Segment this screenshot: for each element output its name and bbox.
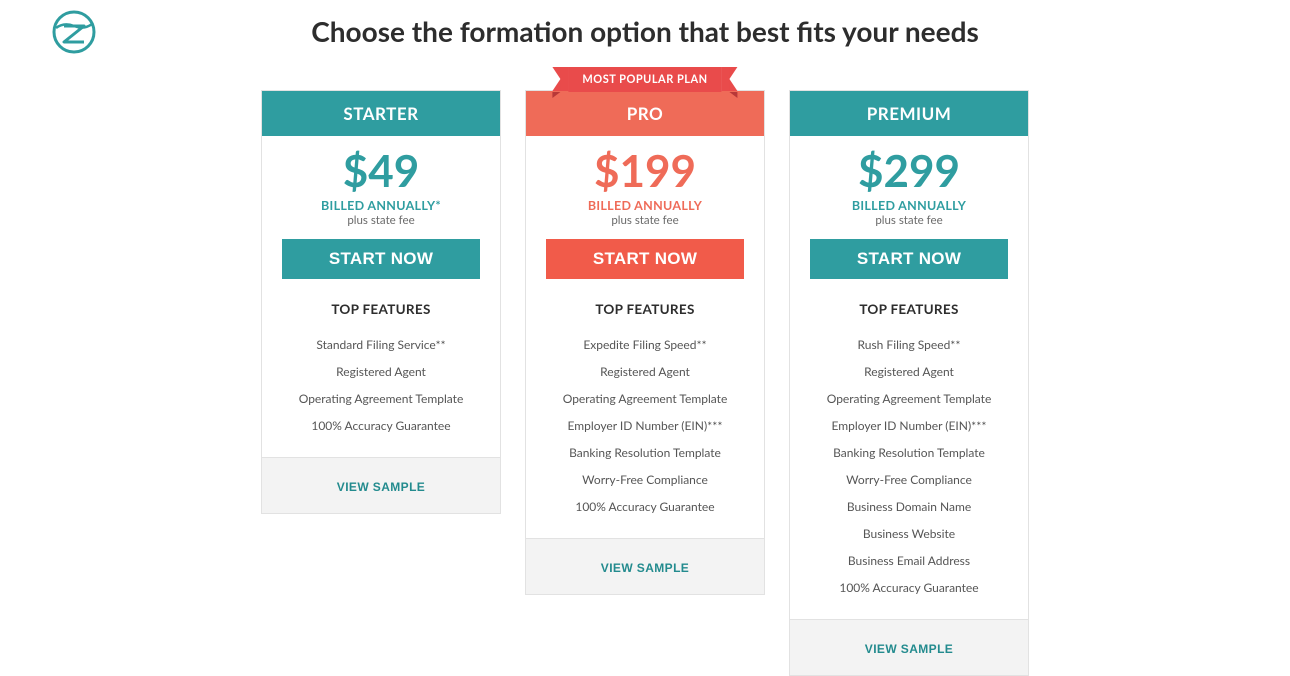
feature-item: Worry-Free Compliance xyxy=(546,466,744,493)
feature-item: Business Domain Name xyxy=(810,493,1008,520)
plan-name: PRO xyxy=(526,91,764,136)
most-popular-badge: MOST POPULAR PLAN xyxy=(568,67,721,92)
plan-card-pro: MOST POPULAR PLANPRO$199BILLED ANNUALLYp… xyxy=(525,90,765,595)
feature-item: Business Email Address xyxy=(810,547,1008,574)
plan-price: $299 xyxy=(810,148,1008,194)
brand-logo[interactable] xyxy=(50,8,98,60)
plan-name: STARTER xyxy=(262,91,500,136)
feature-item: Banking Resolution Template xyxy=(810,439,1008,466)
start-now-button[interactable]: START NOW xyxy=(810,239,1008,279)
top-features-heading: TOP FEATURES xyxy=(546,301,744,317)
feature-item: Operating Agreement Template xyxy=(546,385,744,412)
feature-item: Business Website xyxy=(810,520,1008,547)
state-fee-note: plus state fee xyxy=(282,214,480,227)
plan-price: $199 xyxy=(546,148,744,194)
feature-item: Registered Agent xyxy=(282,358,480,385)
plan-footer: VIEW SAMPLE xyxy=(526,538,764,594)
plan-card-premium: PREMIUM $299 BILLED ANNUALLYplus state fee… xyxy=(789,90,1029,676)
feature-item: 100% Accuracy Guarantee xyxy=(546,493,744,520)
plan-footer: VIEW SAMPLE xyxy=(262,457,500,513)
view-sample-button[interactable]: VIEW SAMPLE xyxy=(865,642,953,656)
billing-cycle: BILLED ANNUALLY xyxy=(810,198,1008,213)
features-list: Standard Filing Service**Registered Agen… xyxy=(282,331,480,439)
feature-item: Worry-Free Compliance xyxy=(810,466,1008,493)
feature-item: 100% Accuracy Guarantee xyxy=(282,412,480,439)
feature-item: Operating Agreement Template xyxy=(282,385,480,412)
feature-item: Registered Agent xyxy=(546,358,744,385)
plan-body: $49 BILLED ANNUALLY*plus state fee START N… xyxy=(262,136,500,457)
view-sample-button[interactable]: VIEW SAMPLE xyxy=(337,480,425,494)
feature-item: Employer ID Number (EIN)*** xyxy=(810,412,1008,439)
view-sample-button[interactable]: VIEW SAMPLE xyxy=(601,561,689,575)
plan-body: $299 BILLED ANNUALLYplus state fee START N… xyxy=(790,136,1028,619)
plan-body: $199 BILLED ANNUALLYplus state fee START N… xyxy=(526,136,764,538)
logo-icon xyxy=(50,8,98,56)
billing-cycle: BILLED ANNUALLY* xyxy=(282,198,480,213)
feature-item: Employer ID Number (EIN)*** xyxy=(546,412,744,439)
plan-name: PREMIUM xyxy=(790,91,1028,136)
feature-item: Standard Filing Service** xyxy=(282,331,480,358)
plan-price: $49 xyxy=(282,148,480,194)
feature-item: Rush Filing Speed** xyxy=(810,331,1008,358)
pricing-plans: STARTER$49BILLED ANNUALLY*plus state fee… xyxy=(0,90,1290,676)
start-now-button[interactable]: START NOW xyxy=(282,239,480,279)
page-title: Choose the formation option that best fi… xyxy=(0,0,1290,48)
state-fee-note: plus state fee xyxy=(810,214,1008,227)
top-features-heading: TOP FEATURES xyxy=(810,301,1008,317)
features-list: Rush Filing Speed**Registered AgentOpera… xyxy=(810,331,1008,601)
feature-item: Expedite Filing Speed** xyxy=(546,331,744,358)
state-fee-note: plus state fee xyxy=(546,214,744,227)
feature-item: Registered Agent xyxy=(810,358,1008,385)
plan-footer: VIEW SAMPLE xyxy=(790,619,1028,675)
top-features-heading: TOP FEATURES xyxy=(282,301,480,317)
feature-item: Banking Resolution Template xyxy=(546,439,744,466)
start-now-button[interactable]: START NOW xyxy=(546,239,744,279)
features-list: Expedite Filing Speed**Registered AgentO… xyxy=(546,331,744,520)
feature-item: Operating Agreement Template xyxy=(810,385,1008,412)
plan-card-starter: STARTER $49 BILLED ANNUALLY*plus state fee… xyxy=(261,90,501,514)
feature-item: 100% Accuracy Guarantee xyxy=(810,574,1008,601)
billing-cycle: BILLED ANNUALLY xyxy=(546,198,744,213)
